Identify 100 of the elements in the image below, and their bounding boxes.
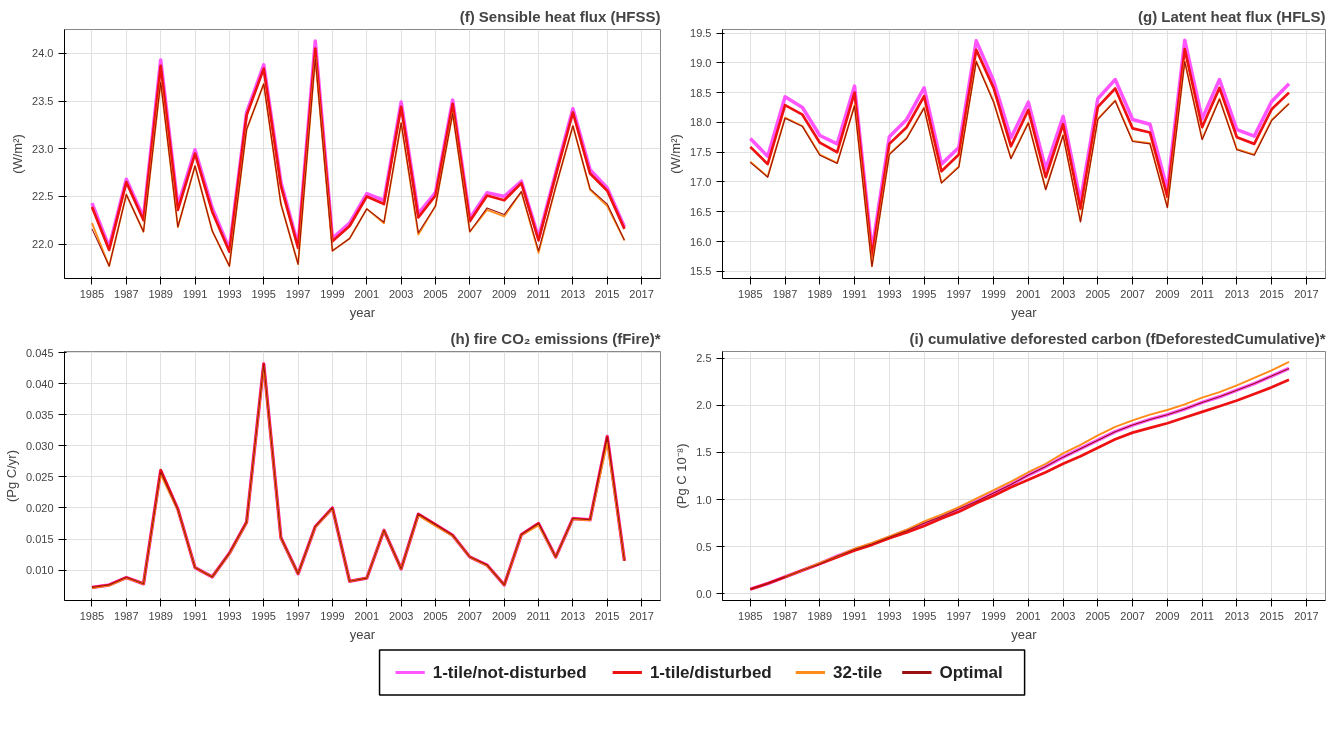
x-tick-label: 2013 (1224, 287, 1250, 300)
x-tick-label: 2009 (1155, 609, 1180, 622)
x-tick-label: 2015 (1259, 609, 1284, 622)
chart-title: (g) Latent heat flux (HFLS) (1138, 7, 1326, 25)
chart-title: (f) Sensible heat flux (HFSS) (459, 7, 661, 25)
x-tick-label: 2007 (457, 609, 483, 622)
y-tick-label: 0.025 (25, 470, 54, 483)
y-axis-title: (Pg C 10⁻⁸) (674, 443, 690, 509)
x-tick-label: 2017 (1294, 287, 1319, 300)
chart-title: (h) fire CO₂ emissions (fFire)* (450, 329, 661, 347)
x-tick-label: 2015 (595, 609, 620, 622)
y-tick-label: 18.5 (690, 86, 712, 99)
x-tick-label: 2011 (1190, 287, 1214, 300)
x-tick-label: 2009 (491, 287, 517, 300)
x-tick-label: 1989 (148, 609, 173, 622)
x-tick-label: 2015 (1259, 287, 1284, 300)
x-axis-title: year (349, 304, 376, 320)
y-tick-label: 0.5 (696, 540, 712, 553)
x-tick-label: 1989 (807, 287, 833, 300)
chart-title: (i) cumulative deforested carbon (fDeforestedCumulative)* (909, 329, 1326, 347)
x-tick-label: 1987 (114, 609, 139, 622)
x-tick-label: 1991 (842, 287, 867, 300)
y-tick-label: 0.010 (25, 564, 54, 577)
x-tick-label: 1985 (79, 609, 105, 622)
y-tick-label: 0.045 (25, 346, 54, 359)
x-tick-label: 1987 (772, 287, 798, 300)
x-tick-label: 2011 (526, 287, 551, 300)
x-tick-label: 2013 (1224, 609, 1250, 622)
y-tick-label: 16.0 (690, 235, 712, 248)
x-tick-label: 1995 (251, 287, 276, 300)
y-axis-title: (W/m²) (10, 134, 26, 174)
y-tick-label: 1.5 (696, 446, 712, 459)
y-tick-label: 1.0 (696, 493, 712, 506)
legend-label: 1-tile/not-disturbed (432, 663, 587, 682)
x-tick-label: 1989 (807, 609, 833, 622)
x-tick-label: 1993 (217, 609, 242, 622)
x-tick-label: 2005 (423, 287, 448, 300)
x-tick-label: 2003 (1050, 609, 1076, 622)
y-axis-title: (W/m²) (668, 134, 684, 174)
x-tick-label: 1991 (182, 287, 208, 300)
x-tick-label: 2005 (423, 609, 448, 622)
legend-label: 32-tile (832, 663, 883, 682)
x-tick-label: 2011 (526, 609, 551, 622)
x-tick-label: 1991 (182, 609, 208, 622)
x-tick-label: 2005 (1085, 609, 1111, 622)
x-tick-label: 1985 (738, 609, 763, 622)
x-tick-label: 2015 (595, 287, 620, 300)
y-tick-label: 18.0 (690, 116, 712, 129)
x-tick-label: 2003 (1050, 287, 1076, 300)
x-tick-label: 1993 (877, 609, 902, 622)
x-tick-label: 1997 (946, 609, 972, 622)
x-tick-label: 2011 (1190, 609, 1214, 622)
x-tick-label: 1993 (877, 287, 902, 300)
x-tick-label: 2001 (354, 287, 380, 300)
x-tick-label: 2001 (1016, 287, 1041, 300)
y-tick-label: 0.030 (25, 439, 54, 452)
x-tick-label: 2001 (1016, 609, 1041, 622)
y-tick-label: 22.5 (32, 190, 54, 203)
x-tick-label: 2007 (1120, 287, 1145, 300)
y-tick-label: 0.035 (25, 408, 54, 421)
x-tick-label: 1997 (285, 609, 311, 622)
y-tick-label: 22.0 (32, 238, 54, 251)
x-tick-label: 1995 (911, 287, 937, 300)
x-tick-label: 1987 (772, 609, 798, 622)
y-tick-label: 2.5 (696, 352, 712, 365)
x-tick-label: 1999 (320, 609, 345, 622)
x-tick-label: 1997 (946, 287, 972, 300)
x-tick-label: 1987 (114, 287, 139, 300)
y-tick-label: 23.5 (32, 95, 54, 108)
legend-label: Optimal (939, 663, 1003, 682)
x-tick-label: 2017 (629, 609, 654, 622)
x-tick-label: 2003 (388, 609, 414, 622)
y-tick-label: 19.5 (690, 27, 712, 40)
y-axis-title: (Pg C/yr) (3, 450, 19, 502)
x-tick-label: 2007 (1120, 609, 1145, 622)
x-tick-label: 2009 (1155, 287, 1180, 300)
x-tick-label: 1997 (285, 287, 311, 300)
y-tick-label: 0.040 (25, 377, 54, 390)
y-tick-label: 23.0 (32, 142, 54, 155)
x-tick-label: 1999 (981, 287, 1006, 300)
x-tick-label: 2009 (491, 609, 517, 622)
y-tick-label: 16.5 (690, 205, 712, 218)
x-tick-label: 2013 (560, 287, 586, 300)
x-tick-label: 1985 (79, 287, 105, 300)
x-tick-label: 1991 (842, 609, 867, 622)
x-tick-label: 1999 (981, 609, 1006, 622)
x-tick-label: 1995 (251, 609, 276, 622)
y-tick-label: 19.0 (690, 56, 712, 69)
x-tick-label: 2001 (354, 609, 380, 622)
x-tick-label: 1989 (148, 287, 173, 300)
y-tick-label: 15.5 (690, 265, 712, 278)
x-tick-label: 2007 (457, 287, 483, 300)
y-tick-label: 24.0 (32, 47, 54, 60)
x-axis-title: year (349, 626, 376, 642)
y-tick-label: 17.5 (690, 146, 712, 159)
x-tick-label: 2013 (560, 609, 586, 622)
x-tick-label: 2017 (1294, 609, 1319, 622)
y-tick-label: 0.015 (25, 533, 54, 546)
y-tick-label: 0.0 (696, 587, 712, 600)
x-tick-label: 2005 (1085, 287, 1111, 300)
